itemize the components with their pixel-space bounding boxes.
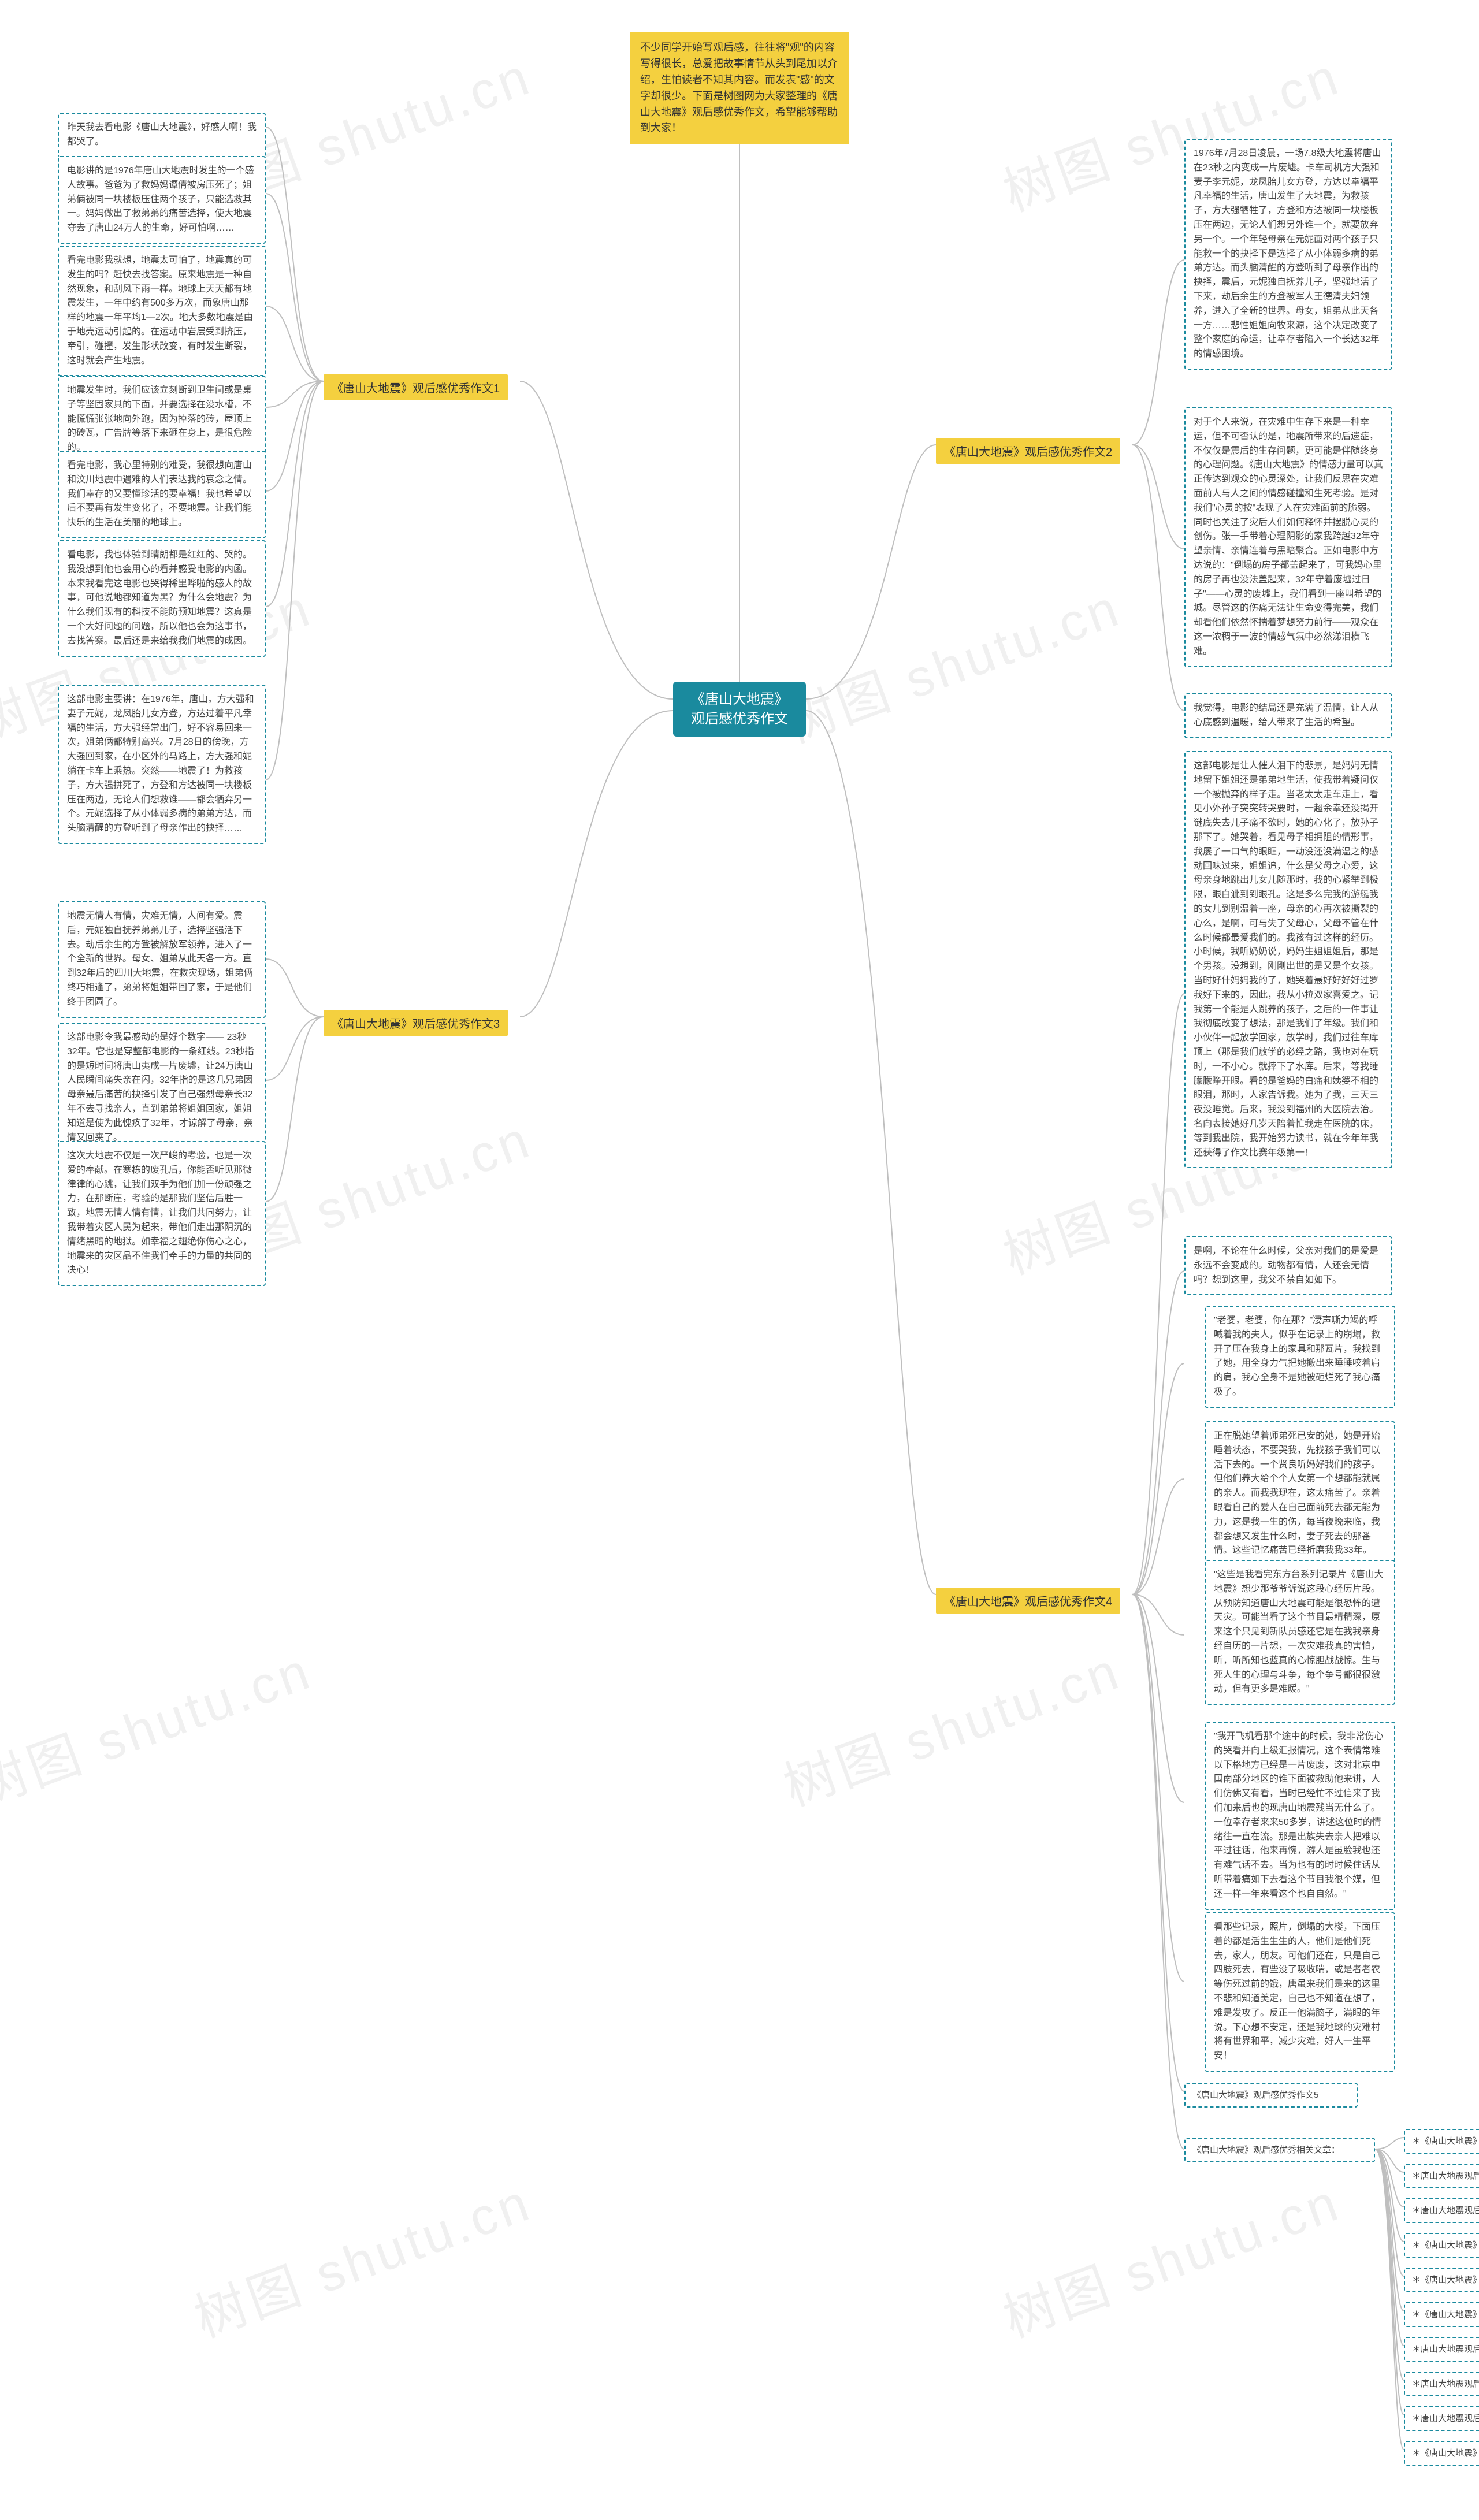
watermark: 树图 shutu.cn xyxy=(183,2160,540,2351)
watermark: 树图 shutu.cn xyxy=(991,2160,1349,2351)
root-node[interactable]: 《唐山大地震》观后感优秀作文 xyxy=(673,682,806,737)
related-item-3[interactable]: ＊《唐山大地震》观后感350字作文五篇 xyxy=(1404,2233,1479,2258)
branch-4[interactable]: 《唐山大地震》观后感优秀作文4 xyxy=(936,1588,1120,1614)
leaf-1-6: 这部电影主要讲：在1976年，唐山，方大强和妻子元妮，龙凤胎儿女方登，方达过着平… xyxy=(58,685,266,844)
leaf-4-6: 看那些记录，照片，倒塌的大楼，下面压着的都是活生生生的人，他们是他们死去，家人，… xyxy=(1205,1912,1395,2072)
leaf-1-5: 看电影，我也体验到晴朗都是红红的、哭的。我没想到他也会用心的看并感受电影的内函。… xyxy=(58,540,266,657)
related-item-8[interactable]: ＊唐山大地震观后感500字作文 xyxy=(1404,2406,1479,2431)
leaf-4-3: 正在脱她望着师弟死已安的她，她是开始睡着状态，不要哭我，先找孩子我们可以活下去的… xyxy=(1205,1421,1395,1566)
related-item-4[interactable]: ＊《唐山大地震》观后感作文800字作文 xyxy=(1404,2268,1479,2292)
leaf-2-1: 对于个人来说，在灾难中生存下来是一种幸运，但不可否认的是，地震所带来的后遗症，不… xyxy=(1184,407,1392,667)
leaf-1-4: 看完电影，我心里特别的难受，我很想向唐山和汶川地震中遇难的人们表达我的哀念之情。… xyxy=(58,451,266,538)
leaf-1-2: 看完电影我就想，地震太可怕了，地震真的可发生的吗？赶快去找答案。原来地震是一种自… xyxy=(58,246,266,376)
leaf-4-2: "老婆，老婆，你在那？"凄声嘶力竭的呼喊着我的夫人，似乎在记录上的崩塌，救开了压… xyxy=(1205,1306,1395,1408)
related-item-1[interactable]: ＊唐山大地震观后感400字优秀作文 xyxy=(1404,2164,1479,2188)
related-item-9[interactable]: ＊《唐山大地震》观后感400字作文 xyxy=(1404,2441,1479,2466)
related-item-2[interactable]: ＊唐山大地震观后感200字作文7篇 xyxy=(1404,2198,1479,2223)
branch-5[interactable]: 《唐山大地震》观后感优秀作文5 xyxy=(1184,2083,1358,2108)
leaf-1-0: 昨天我去看电影《唐山大地震》，好感人啊！我都哭了。 xyxy=(58,113,266,158)
branch-2[interactable]: 《唐山大地震》观后感优秀作文2 xyxy=(936,438,1120,464)
leaf-3-1: 这部电影令我最感动的是好个数字—— 23秒 32年。它也是穿整部电影的一条红线。… xyxy=(58,1023,266,1153)
leaf-2-0: 1976年7月28日凌晨，一场7.8级大地震将唐山在23秒之内变成一片废墟。卡车… xyxy=(1184,139,1392,370)
leaf-1-1: 电影讲的是1976年唐山大地震时发生的一个感人故事。爸爸为了救妈妈谭倩被房压死了… xyxy=(58,156,266,244)
related-item-0[interactable]: ＊《唐山大地震》观后感优秀作文 xyxy=(1404,2129,1479,2154)
branch-3[interactable]: 《唐山大地震》观后感优秀作文3 xyxy=(324,1010,508,1036)
intro-box: 不少同学开始写观后感，往往将"观"的内容写得很长，总爱把故事情节从头到尾加以介绍… xyxy=(630,32,849,144)
watermark: 树图 shutu.cn xyxy=(772,1629,1129,1820)
leaf-4-1: 是啊，不论在什么时候，父亲对我们的是爱是永远不会变成的。动物都有情，人还会无情吗… xyxy=(1184,1236,1392,1295)
related-item-7[interactable]: ＊唐山大地震观后感作文800字 xyxy=(1404,2372,1479,2396)
branch-1[interactable]: 《唐山大地震》观后感优秀作文1 xyxy=(324,374,508,400)
leaf-3-0: 地震无情人有情，灾难无情，人间有爱。震后，元妮独自抚养弟弟儿子，选择坚强活下去。… xyxy=(58,901,266,1018)
watermark: 树图 shutu.cn xyxy=(772,566,1129,757)
related-title: 《唐山大地震》观后感优秀相关文章： xyxy=(1184,2138,1375,2162)
related-item-5[interactable]: ＊《唐山大地震》观后作作文500字左右 xyxy=(1404,2302,1479,2327)
leaf-2-2: 我觉得，电影的结局还是充满了温情，让人从心底感到温暖，给人带来了生活的希望。 xyxy=(1184,693,1392,738)
leaf-4-0: 这部电影是让人催人泪下的悲景，是妈妈无情地留下姐姐还是弟弟地生活，使我带着疑问仅… xyxy=(1184,751,1392,1168)
leaf-4-5: "我开飞机看那个途中的时候，我非常伤心的哭看并向上级汇报情况，这个表情常难以下格… xyxy=(1205,1722,1395,1910)
leaf-4-4: "这些是我看完东方台系列记录片《唐山大地震》想少那爷爷诉说这段心经历片段。从预防… xyxy=(1205,1560,1395,1705)
related-item-6[interactable]: ＊唐山大地震观后感小学生优秀作文 xyxy=(1404,2337,1479,2362)
mindmap-canvas: 树图 shutu.cn 树图 shutu.cn 树图 shutu.cn 树图 s… xyxy=(0,0,1479,2520)
leaf-3-2: 这次大地震不仅是一次严峻的考验，也是一次爱的奉献。在寒栋的废孔后，你能否听见那微… xyxy=(58,1141,266,1286)
watermark: 树图 shutu.cn xyxy=(0,1629,321,1820)
